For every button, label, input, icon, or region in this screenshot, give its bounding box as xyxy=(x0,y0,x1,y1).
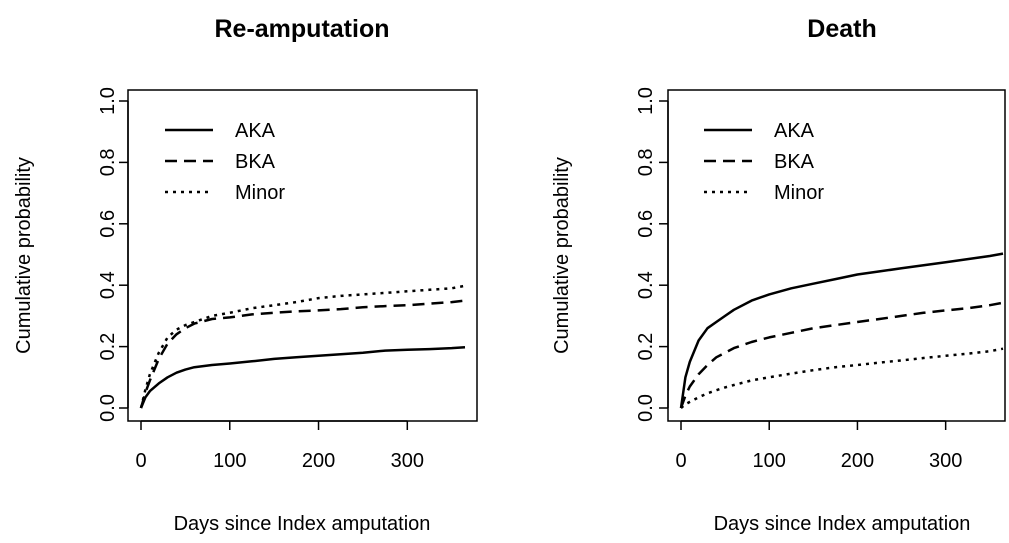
series-line-bka xyxy=(679,301,1004,409)
legend: AKA BKA Minor xyxy=(165,120,285,204)
series-line-minor xyxy=(139,284,466,409)
y-tick-label: 0.6 xyxy=(97,210,119,238)
legend-label-aka: AKA xyxy=(235,120,276,142)
x-tick-label: 100 xyxy=(213,450,246,472)
x-axis-label: Days since Index amputation xyxy=(714,513,971,535)
panel-re-amputation: Re-amputation 0 100 200 300 0.0 0.2 0.4 0.6 0.8 1.… xyxy=(13,15,478,535)
x-tick-label: 200 xyxy=(841,450,874,472)
series-line-aka xyxy=(679,252,1004,409)
series-line-bka xyxy=(139,299,466,409)
panel-death: Death 0 100 200 300 0.0 0.2 0.4 0.6 0.8 1.0 Days si… xyxy=(551,15,1006,535)
y-tick-label: 0.6 xyxy=(635,210,657,238)
series-line-aka xyxy=(139,345,466,409)
y-axis-label: Cumulative probability xyxy=(13,157,35,354)
y-tick-label: 0.8 xyxy=(97,148,119,176)
chart-title: Re-amputation xyxy=(215,15,390,43)
y-tick-label: 0.2 xyxy=(97,333,119,361)
x-tick-label: 0 xyxy=(675,450,686,472)
x-tick-label: 300 xyxy=(929,450,962,472)
x-axis-label: Days since Index amputation xyxy=(174,513,431,535)
x-tick-label: 100 xyxy=(753,450,786,472)
y-tick-label: 0.0 xyxy=(635,394,657,422)
y-axis-label: Cumulative probability xyxy=(551,157,573,354)
y-tick-label: 1.0 xyxy=(97,87,119,115)
y-tick-label: 0.4 xyxy=(635,271,657,299)
series-line-minor xyxy=(680,347,1004,409)
legend: AKA BKA Minor xyxy=(704,120,824,204)
x-tick-label: 0 xyxy=(135,450,146,472)
legend-label-minor: Minor xyxy=(235,182,285,204)
y-tick-label: 0.4 xyxy=(97,271,119,299)
chart-title: Death xyxy=(807,15,876,43)
y-tick-label: 1.0 xyxy=(635,87,657,115)
legend-label-minor: Minor xyxy=(774,182,824,204)
legend-label-aka: AKA xyxy=(774,120,815,142)
legend-label-bka: BKA xyxy=(235,151,276,173)
x-tick-label: 200 xyxy=(302,450,335,472)
y-tick-label: 0.0 xyxy=(97,394,119,422)
plot-frame xyxy=(667,89,1006,422)
legend-label-bka: BKA xyxy=(774,151,815,173)
y-tick-label: 0.8 xyxy=(635,148,657,176)
y-tick-label: 0.2 xyxy=(635,333,657,361)
x-tick-label: 300 xyxy=(391,450,424,472)
plot-frame xyxy=(127,89,478,422)
